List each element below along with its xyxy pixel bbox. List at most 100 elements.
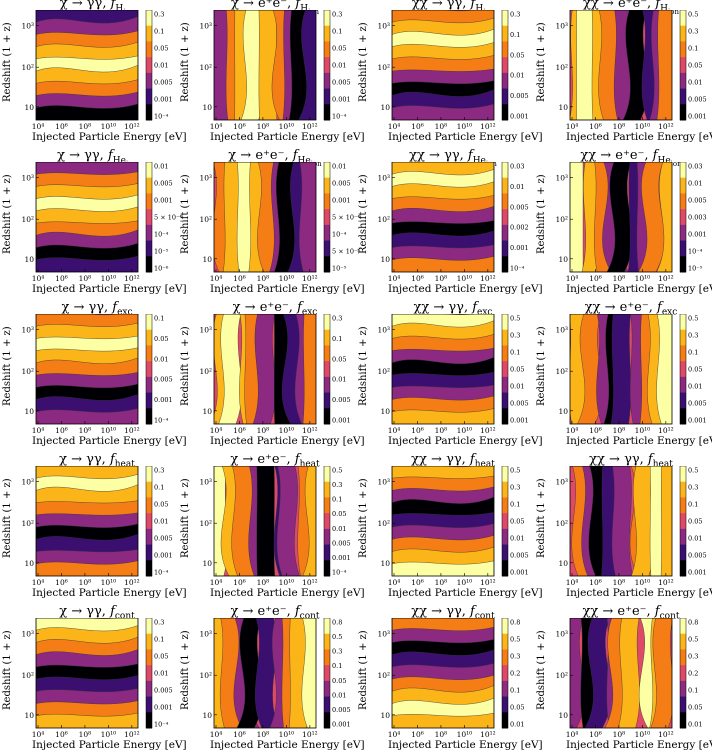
panel-r3c2-colorbar-tick: 0.005 [510, 552, 529, 560]
panel-r3c2-colorbar-seg [502, 513, 508, 530]
panel-r4c3-xtick: 10¹⁰ [635, 730, 651, 739]
panel-r4c1-colorbar-tick: 0.001 [332, 721, 351, 729]
panel-r1c0-process: χ → γγ, [57, 148, 108, 163]
panel-r1c0-colorbar-seg [146, 224, 152, 242]
panel-r1c1-colorbar-seg [324, 193, 330, 210]
panel-r0c3-xtick: 10¹² [658, 122, 674, 131]
panel-r1c3-ytick: 10² [555, 215, 568, 224]
panel-r3c1-colorbar-tick: 0.5 [332, 467, 342, 475]
panel-r1c2-frame [391, 162, 495, 273]
panel-r4c0-xtick: 10¹⁰ [101, 730, 117, 739]
panel-r3c2-ytick: 10 [380, 559, 390, 568]
panel-r0c2-colorbar-tick: 0.001 [510, 113, 529, 121]
panel-r4c2-colorbar-tick: 0.5 [510, 636, 520, 644]
panel-r2c2-plot: 10⁴ 10⁶ 10⁸ 10¹⁰ 10¹² 10 10² 10³ 0.5 0.3 0.1 0.05 0.… [377, 314, 529, 435]
panel-r4c0-xtick: 10¹² [124, 730, 140, 739]
panel-r2c1-fraction: f [297, 300, 302, 315]
panel-r2c0-xtick: 10¹⁰ [101, 426, 117, 435]
panel-r4c3-fraction: f [654, 604, 660, 619]
panel-r1c2-colorbar-tick: 0.005 [510, 203, 529, 211]
panel-r2c3-colorbar-tick: 0.1 [688, 349, 698, 357]
panel-r1c1-ytick: 10 [202, 255, 212, 264]
panel-r2c3-xtick: 10⁸ [613, 426, 626, 435]
panel-r2c1-colorbar-tick: 0.05 [332, 355, 346, 363]
panel-r0c1-fraction: f [295, 0, 301, 11]
panel-r4c2-xtick: 10¹⁰ [457, 730, 473, 739]
panel-r0c1-colorbar-tick: 0.3 [332, 11, 342, 19]
panel-r2c1-colorbar-seg [324, 408, 330, 425]
panel-r0c3-colorbar-tick: 0.05 [688, 62, 702, 70]
panel-r2c2-colorbar-seg [502, 345, 508, 362]
panel-r1c2-xtick: 10⁴ [388, 274, 401, 283]
panel-r0c0-ylabel: Redshift (1 + z) [2, 22, 13, 102]
panel-r3c3-title: χχ → γγ, fheat [560, 452, 702, 470]
panel-r0c0-colorbar-tick: 0.005 [154, 79, 173, 87]
panel-r4c1-xtick: 10⁶ [233, 730, 246, 739]
panel-r2c3-xlabel: Injected Particle Energy [eV] [566, 435, 712, 447]
panel-r4c1-colorbar-seg [324, 680, 330, 698]
panel-r2c0-plot: 10⁴ 10⁶ 10⁸ 10¹⁰ 10¹² 10 10² 10³ 0.1 0.05 0.01 0.00… [21, 314, 173, 435]
panel-r0c1-colorbar-seg [324, 104, 330, 121]
panel-r1c0-ytick: 10 [24, 255, 34, 264]
panel-r0c0-frame [35, 10, 139, 121]
panel-r3c1-colorbar-seg [324, 481, 330, 498]
panel-r4c2-xtick: 10¹² [480, 730, 496, 739]
panel-r4c0-ylabel: Redshift (1 + z) [2, 630, 13, 710]
panel-r3c2-colorbar-tick: 0.05 [510, 518, 524, 526]
panel-r0c0-xtick: 10⁶ [55, 122, 68, 131]
panel-r1c3-colorbar-seg [680, 193, 686, 210]
panel-r2c0-xtick: 10⁸ [79, 426, 92, 435]
panel-r2c2-fraction-sub: exc [477, 307, 493, 318]
panel-r2c3-colorbar-tick: 0.005 [688, 400, 707, 408]
panel-r2c0-title: χ → γγ, fexc [26, 300, 168, 318]
panel-r2c3-fraction-sub: exc [661, 307, 678, 318]
panel-r2c0-fraction: f [112, 300, 118, 315]
panel-r4c3-xtick: 10⁶ [589, 730, 602, 739]
panel-r0c2-colorbar-tick: 0.1 [510, 31, 520, 39]
panel-r1c1-process: χ → e⁺e⁻, [228, 148, 293, 163]
panel-r0c1-plot: 10⁴ 10⁶ 10⁸ 10¹⁰ 10¹² 10 10² 10³ 0.3 0.1 0.05 0.01 0… [199, 10, 351, 131]
panel-r3c0-colorbar-seg [146, 466, 152, 483]
panel-r3c1-title: χ → e⁺e⁻, fheat [204, 452, 346, 470]
panel-r4c3-colorbar-seg [680, 633, 686, 650]
panel-r1c2-ytick: 10 [380, 255, 390, 264]
panel-r1c1-xtick: 10¹² [302, 274, 318, 283]
panel-r4c1-xtick: 10⁴ [210, 730, 223, 739]
panel-r4c1-colorbar-seg [324, 712, 330, 729]
panel-r3c1-ytick: 10² [199, 519, 212, 528]
panel-r4c3-colorbar-seg [680, 665, 686, 682]
panel-r2c3-colorbar-seg [680, 392, 686, 409]
panel-r4c0-colorbar-tick: 0.01 [154, 670, 168, 678]
panel-r3c1-plot: 10⁴ 10⁶ 10⁸ 10¹⁰ 10¹² 10 10² 10³ 0.5 0.3 0.1 0.05 0.… [199, 466, 351, 587]
panel-r2c3-ytick: 10³ [555, 325, 568, 334]
panel-r3c1-colorbar-seg [324, 528, 330, 546]
panel-r4c3-fraction-sub: cont [659, 611, 680, 622]
panel-r4c3-ylabel: Redshift (1 + z) [536, 630, 547, 710]
panel-r0c3-colorbar-seg [680, 25, 686, 42]
panel-r0c1-ytick: 10 [202, 103, 212, 112]
panel-r3c0-ytick: 10² [21, 519, 34, 528]
panel-r1c3-ytick: 10³ [555, 173, 568, 182]
panel-r2c3-ytick: 10² [555, 367, 568, 376]
panel-r3c0-colorbar-tick: 0.1 [154, 484, 164, 492]
panel-r2c3-xtick: 10⁶ [589, 426, 602, 435]
panel-r2c1-colorbar-seg [324, 314, 330, 331]
panel-r4c2-colorbar-seg [502, 665, 508, 682]
panel-r3c2-colorbar-tick: 0.1 [510, 501, 520, 509]
panel-r1c3-colorbar-seg [680, 256, 686, 273]
panel-r1c2-colorbar-seg [502, 209, 508, 226]
panel-r4c2-colorbar-tick: 0.3 [510, 653, 520, 661]
panel-r2c3-ytick: 10 [558, 407, 568, 416]
panel-r0c3-colorbar-seg [680, 72, 686, 90]
panel-r0c0-xtick: 10⁸ [79, 122, 92, 131]
panel-r1c3-colorbar [679, 162, 687, 273]
panel-r2c1-xtick: 10⁸ [257, 426, 270, 435]
panel-r0c1-colorbar-seg [324, 25, 330, 42]
panel-r3c1-colorbar-tick: 0.05 [332, 510, 346, 518]
panel-r2c3-band [611, 314, 632, 424]
panel-r2c2-process: χχ → γγ, [413, 300, 473, 315]
panel-r4c0-colorbar-seg [146, 633, 152, 650]
panel-r4c3-xtick: 10⁸ [613, 730, 626, 739]
panel-r3c2-xtick: 10¹² [480, 578, 496, 587]
panel-r1c3-colorbar-tick: 0.03 [688, 163, 702, 171]
